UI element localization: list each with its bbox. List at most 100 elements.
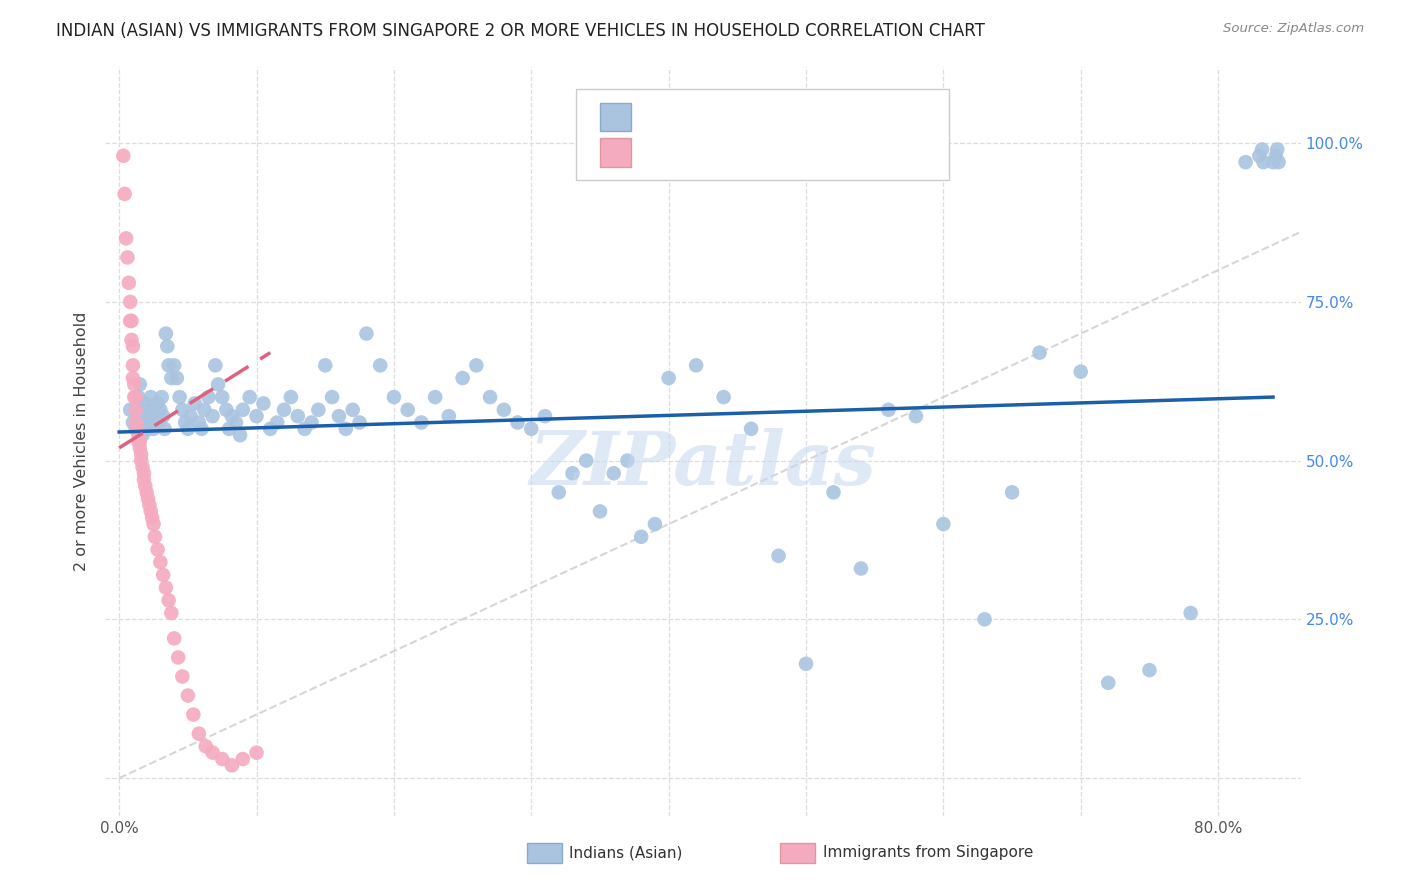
Point <box>125 422 148 436</box>
Text: R =: R = <box>645 136 682 154</box>
Point <box>129 402 152 417</box>
Point <box>156 339 179 353</box>
Point <box>124 422 146 436</box>
Point <box>146 396 169 410</box>
Point <box>177 422 200 436</box>
Point <box>328 409 350 424</box>
Point <box>127 428 149 442</box>
Point <box>1261 155 1284 169</box>
Point <box>1180 606 1202 620</box>
Text: ZIPatlas: ZIPatlas <box>530 428 876 500</box>
Point <box>167 650 190 665</box>
Point <box>218 422 240 436</box>
Point <box>146 542 169 557</box>
Point <box>190 422 212 436</box>
Point <box>335 422 357 436</box>
Point <box>135 409 157 424</box>
Point <box>127 390 149 404</box>
Point <box>115 231 138 245</box>
Point <box>122 371 145 385</box>
Point <box>177 689 200 703</box>
Point <box>266 416 288 430</box>
Point <box>153 422 176 436</box>
Point <box>849 561 872 575</box>
Point <box>207 377 229 392</box>
Point <box>273 402 295 417</box>
Point <box>138 402 160 417</box>
Point <box>211 390 233 404</box>
Point <box>904 409 927 424</box>
Point <box>1028 345 1050 359</box>
Point <box>534 409 557 424</box>
Point <box>396 402 419 417</box>
Point <box>823 485 845 500</box>
Point <box>1070 365 1092 379</box>
Point <box>506 416 529 430</box>
Point <box>1249 149 1271 163</box>
Point <box>307 402 329 417</box>
Point <box>197 390 219 404</box>
Point <box>142 517 165 532</box>
Point <box>149 402 172 417</box>
Point <box>125 422 148 436</box>
Point <box>602 467 624 481</box>
Point <box>520 422 543 436</box>
Point <box>169 390 191 404</box>
Point <box>1234 155 1257 169</box>
Point <box>1253 155 1275 169</box>
Point <box>342 402 364 417</box>
Point <box>139 390 162 404</box>
Point <box>437 409 460 424</box>
Point <box>252 396 274 410</box>
Text: 0.141: 0.141 <box>685 136 742 154</box>
Text: N =: N = <box>733 101 780 119</box>
Point <box>644 517 666 532</box>
Point <box>121 314 143 328</box>
Point <box>1097 676 1119 690</box>
Point <box>877 402 900 417</box>
Point <box>245 409 267 424</box>
Point <box>225 416 247 430</box>
Point <box>125 409 148 424</box>
Point <box>121 333 143 347</box>
Point <box>183 707 205 722</box>
Point <box>314 359 336 373</box>
Point <box>120 402 142 417</box>
Point <box>973 612 995 626</box>
Point <box>451 371 474 385</box>
Point <box>145 409 167 424</box>
Point <box>589 504 612 518</box>
Point <box>117 251 139 265</box>
Point <box>259 422 281 436</box>
Text: 0.048: 0.048 <box>685 101 737 119</box>
Point <box>129 447 152 461</box>
Point <box>132 473 155 487</box>
Point <box>138 498 160 512</box>
Point <box>187 416 209 430</box>
Point <box>148 416 170 430</box>
Point <box>658 371 681 385</box>
Point <box>163 359 186 373</box>
Point <box>122 359 145 373</box>
Text: R =: R = <box>645 101 682 119</box>
Point <box>132 467 155 481</box>
Point <box>141 510 163 524</box>
Point <box>128 434 150 449</box>
Point <box>172 669 194 683</box>
Point <box>174 416 197 430</box>
Point <box>1265 143 1288 157</box>
Point <box>149 555 172 569</box>
Point <box>131 459 153 474</box>
Text: Source: ZipAtlas.com: Source: ZipAtlas.com <box>1223 22 1364 36</box>
Point <box>221 758 243 772</box>
Point <box>124 402 146 417</box>
Point <box>139 504 162 518</box>
Point <box>201 746 224 760</box>
Point <box>356 326 378 341</box>
Point <box>160 371 183 385</box>
Point <box>112 149 135 163</box>
Point <box>932 517 955 532</box>
Point <box>128 377 150 392</box>
Point <box>616 453 638 467</box>
Point <box>211 752 233 766</box>
